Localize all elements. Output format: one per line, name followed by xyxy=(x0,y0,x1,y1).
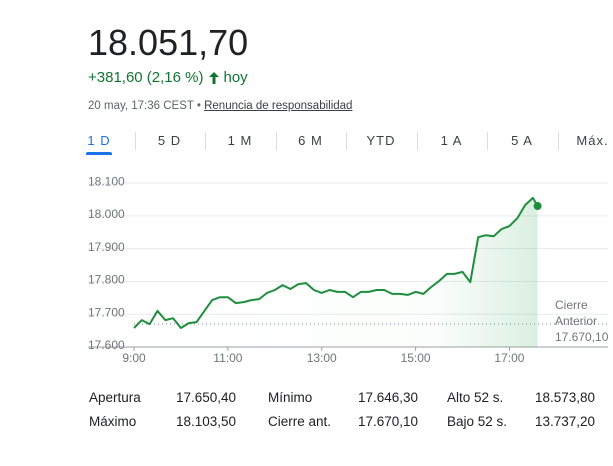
y-tick-label: 17.800 xyxy=(88,273,125,287)
tab-separator xyxy=(134,132,136,150)
stat-value: 17.650,40 xyxy=(175,390,236,405)
range-tab[interactable]: 1 M xyxy=(227,133,253,148)
range-tabs: 1 D 5 D 1 M 6 M YTD 1 A 5 A Máx. xyxy=(64,130,613,155)
change-value: +381,60 (2,16 %) xyxy=(88,69,204,86)
range-tab[interactable]: 5 D xyxy=(157,133,182,148)
y-tick-label: 17.600 xyxy=(88,338,125,352)
stat-label: Mínimo xyxy=(268,390,313,405)
y-tick-label: 18.000 xyxy=(88,207,125,221)
y-tick-label: 17.900 xyxy=(88,240,125,254)
range-tab[interactable]: 1 A xyxy=(440,133,463,148)
stat-label: Bajo 52 s. xyxy=(447,414,508,429)
last-point xyxy=(533,202,542,211)
stat-value: 18.103,50 xyxy=(175,414,236,429)
tab-separator xyxy=(487,132,488,150)
tab-separator xyxy=(346,132,347,150)
change-period: hoy xyxy=(223,69,248,86)
price-line xyxy=(133,196,539,329)
x-tick-label: 9:00 xyxy=(122,351,146,365)
area-fill xyxy=(134,197,538,347)
price: 18.051,70 xyxy=(88,22,249,63)
stat-label: Máximo xyxy=(89,414,137,429)
tab-separator xyxy=(416,132,418,150)
y-tick-label: 17.700 xyxy=(88,305,125,319)
stat-value: 17.670,10 xyxy=(357,414,418,429)
reference-label: Cierre Anterior xyxy=(555,298,598,328)
x-tick-label: 11:00 xyxy=(213,351,242,365)
tab-separator xyxy=(557,132,559,150)
tab-separator xyxy=(275,132,277,150)
stat-value: 17.646,30 xyxy=(357,390,418,405)
y-tick-label: 18.100 xyxy=(88,174,125,188)
range-tab[interactable]: 6 M xyxy=(298,133,323,148)
range-tab[interactable]: YTD xyxy=(366,133,396,148)
stat-value: 13.737,20 xyxy=(534,414,595,429)
timestamp: 20 may, 17:36 CEST xyxy=(88,100,194,112)
disclaimer-link[interactable]: Renuncia de responsabilidad xyxy=(204,100,353,112)
stat-label: Cierre ant. xyxy=(268,414,332,429)
chart: 17.600 17.700 17.800 17.900 18.000 18.100 9:00… xyxy=(88,174,608,365)
range-tab[interactable]: 1 D xyxy=(64,130,134,155)
x-tick-label: 15:00 xyxy=(401,351,431,365)
range-tab[interactable]: Máx. xyxy=(576,133,609,148)
up-arrow xyxy=(208,71,219,84)
change: +381,60 (2,16 %) hoy xyxy=(88,69,248,86)
timestamp-line: 20 may, 17:36 CEST • Renuncia de respons… xyxy=(88,100,353,112)
reference-value: 17.670,10 xyxy=(555,330,609,344)
stat-value: 18.573,80 xyxy=(534,390,595,405)
stat-label: Alto 52 s. xyxy=(447,390,504,405)
x-tick-label: 13:00 xyxy=(307,351,337,365)
stat-label: Apertura xyxy=(89,390,141,405)
x-tick-label: 17:00 xyxy=(494,351,524,365)
range-tab[interactable]: 5 A xyxy=(511,133,533,148)
tab-separator xyxy=(205,132,206,150)
